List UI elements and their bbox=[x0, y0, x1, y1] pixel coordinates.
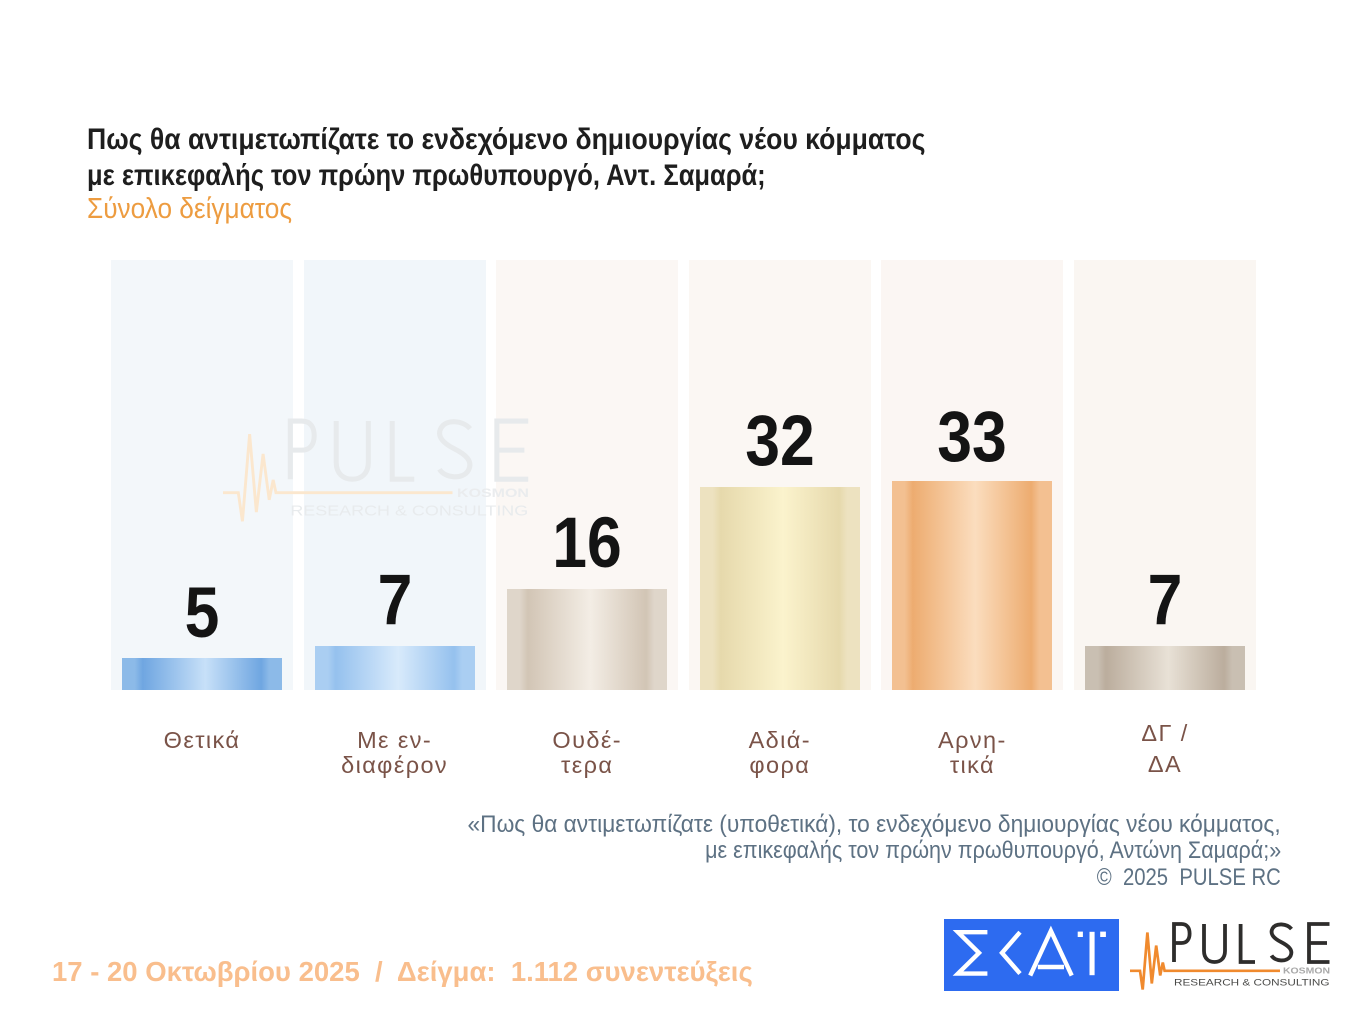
svg-text:RESEARCH & CONSULTING: RESEARCH & CONSULTING bbox=[290, 503, 528, 519]
svg-text:KOSMON: KOSMON bbox=[1283, 967, 1330, 976]
svg-text:KOSMON: KOSMON bbox=[457, 486, 529, 500]
svg-text:RESEARCH & CONSULTING: RESEARCH & CONSULTING bbox=[1174, 978, 1330, 989]
